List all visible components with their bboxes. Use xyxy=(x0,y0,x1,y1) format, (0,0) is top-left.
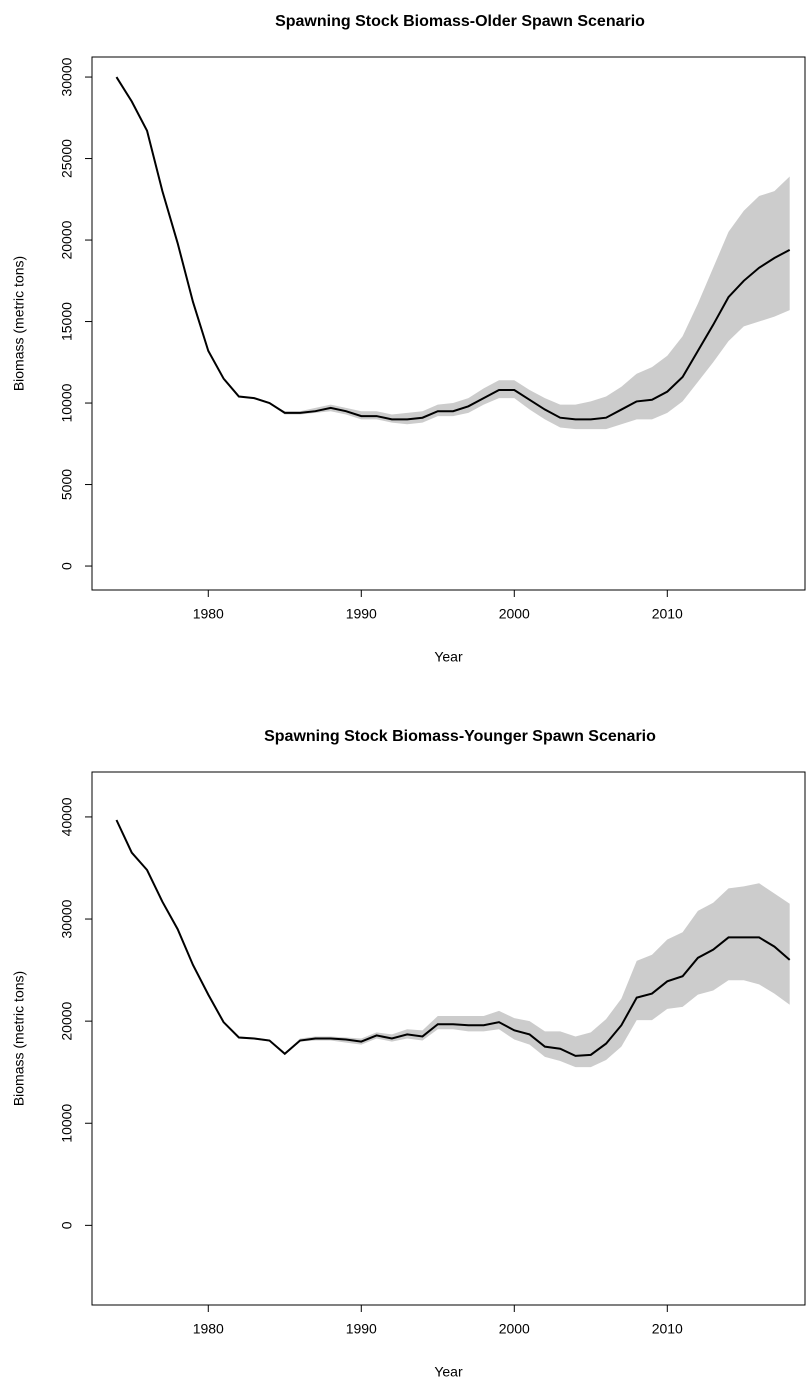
y-tick-label: 5000 xyxy=(59,469,75,500)
x-tick-label: 1990 xyxy=(346,606,377,622)
x-axis-label: Year xyxy=(434,649,463,665)
chart-title: Spawning Stock Biomass-Younger Spawn Sce… xyxy=(264,728,656,745)
x-tick-label: 2010 xyxy=(652,606,683,622)
x-tick-label: 1980 xyxy=(193,1321,224,1337)
y-tick-label: 20000 xyxy=(59,220,75,259)
plot-frame xyxy=(91,56,806,591)
x-tick-label: 2000 xyxy=(499,606,530,622)
y-tick-label: 10000 xyxy=(59,383,75,422)
y-tick-label: 30000 xyxy=(59,899,75,938)
chart-title: Spawning Stock Biomass-Older Spawn Scena… xyxy=(275,13,645,30)
y-axis-label: Biomass (metric tons) xyxy=(11,256,27,391)
plot-frame xyxy=(91,771,806,1306)
x-axis-label: Year xyxy=(434,1364,463,1380)
x-tick-label: 2010 xyxy=(652,1321,683,1337)
confidence-band xyxy=(116,819,790,1068)
y-tick-label: 40000 xyxy=(59,797,75,836)
x-tick-label: 2000 xyxy=(499,1321,530,1337)
series-line xyxy=(115,819,791,1057)
x-tick-label: 1980 xyxy=(193,606,224,622)
y-tick-label: 0 xyxy=(59,562,75,570)
series-line xyxy=(115,76,791,421)
y-axis-label: Biomass (metric tons) xyxy=(11,971,27,1106)
x-tick-label: 1990 xyxy=(346,1321,377,1337)
confidence-band xyxy=(116,77,790,430)
y-tick-label: 15000 xyxy=(59,302,75,341)
y-tick-label: 10000 xyxy=(59,1104,75,1143)
y-tick-label: 25000 xyxy=(59,139,75,178)
y-tick-label: 20000 xyxy=(59,1001,75,1040)
y-tick-label: 30000 xyxy=(59,57,75,96)
y-tick-label: 0 xyxy=(59,1221,75,1229)
